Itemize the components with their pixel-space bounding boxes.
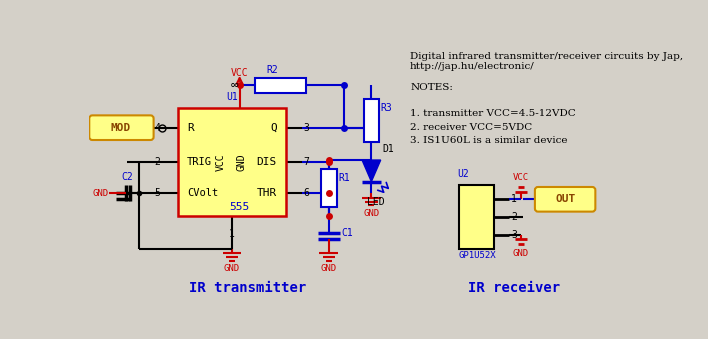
Text: R: R <box>187 123 194 133</box>
Text: 5: 5 <box>155 188 161 198</box>
Text: 7: 7 <box>303 157 309 167</box>
Text: 2: 2 <box>511 212 517 222</box>
Text: GND: GND <box>513 248 529 258</box>
Bar <box>459 185 493 248</box>
Text: R3: R3 <box>381 103 392 114</box>
Text: GP1U52X: GP1U52X <box>459 251 496 260</box>
Text: 2: 2 <box>155 157 161 167</box>
Text: VCC: VCC <box>216 154 226 171</box>
Text: U2: U2 <box>457 169 469 179</box>
FancyBboxPatch shape <box>535 187 595 212</box>
Text: 3: 3 <box>303 123 309 133</box>
Text: 1: 1 <box>511 194 517 204</box>
Bar <box>364 99 379 142</box>
Text: DIS: DIS <box>256 157 277 167</box>
Text: ∞: ∞ <box>231 79 238 92</box>
Text: IR receiver: IR receiver <box>468 281 560 295</box>
Text: Digital infrared transmitter/receiver circuits by Jap,: Digital infrared transmitter/receiver ci… <box>410 52 683 61</box>
Text: GND: GND <box>363 208 379 218</box>
Text: VCC: VCC <box>513 173 529 182</box>
FancyBboxPatch shape <box>89 115 154 140</box>
Text: CVolt: CVolt <box>187 188 218 198</box>
Text: R1: R1 <box>338 173 350 183</box>
Text: 555: 555 <box>229 202 250 212</box>
Text: THR: THR <box>256 188 277 198</box>
Text: GND: GND <box>93 188 108 198</box>
Text: LED: LED <box>367 197 385 207</box>
Bar <box>255 78 305 93</box>
Text: GND: GND <box>236 154 246 171</box>
Text: VCC: VCC <box>231 68 249 78</box>
Text: OUT: OUT <box>555 194 575 204</box>
Text: U1: U1 <box>226 92 238 102</box>
Text: C2: C2 <box>121 172 133 182</box>
Text: 3: 3 <box>511 230 517 240</box>
Polygon shape <box>362 160 381 182</box>
Text: GND: GND <box>224 264 240 273</box>
Text: IR transmitter: IR transmitter <box>189 281 307 295</box>
Text: http://jap.hu/electronic/: http://jap.hu/electronic/ <box>410 62 535 71</box>
Text: D1: D1 <box>382 144 394 154</box>
Text: R2: R2 <box>267 64 278 75</box>
Text: 1: 1 <box>229 229 235 239</box>
Text: GND: GND <box>321 264 337 273</box>
Text: 6: 6 <box>303 188 309 198</box>
Bar <box>178 108 286 216</box>
Text: 4: 4 <box>155 123 161 133</box>
Text: MOD: MOD <box>111 123 131 133</box>
Text: NOTES:

1. transmitter VCC=4.5-12VDC
2. receiver VCC=5VDC
3. IS1U60L is a simila: NOTES: 1. transmitter VCC=4.5-12VDC 2. r… <box>410 83 576 145</box>
Text: C1: C1 <box>341 228 353 238</box>
Text: Q: Q <box>270 123 277 133</box>
Bar <box>321 168 336 207</box>
Text: TRIG: TRIG <box>187 157 212 167</box>
